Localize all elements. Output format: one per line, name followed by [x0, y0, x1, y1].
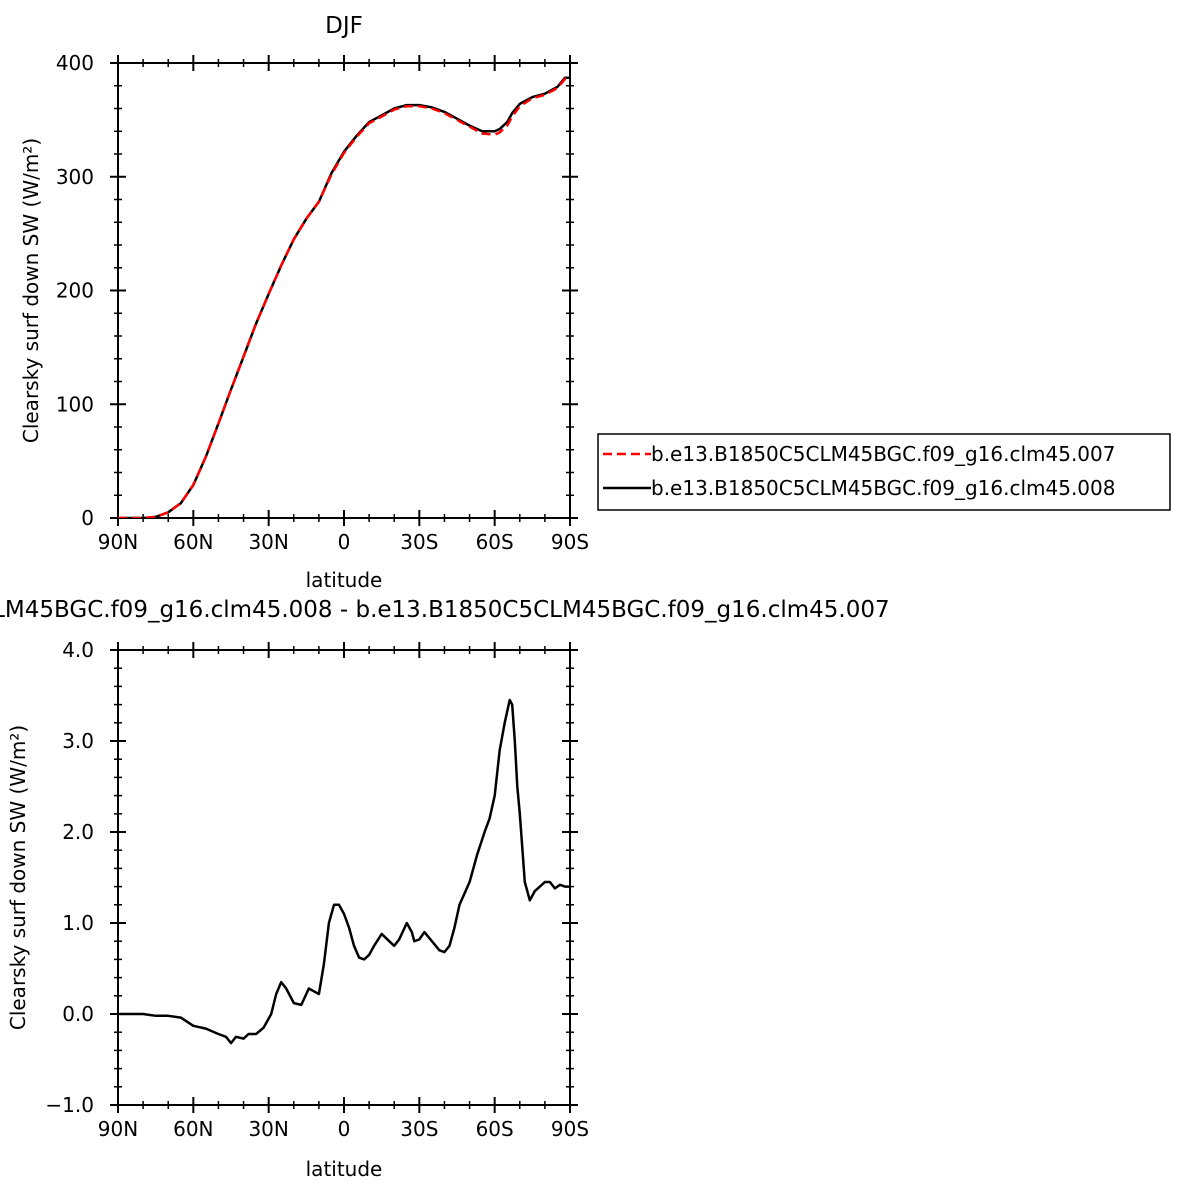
legend-label-1: b.e13.B1850C5CLM45BGC.f09_g16.clm45.008 [651, 476, 1115, 500]
x-tick-label: 30N [248, 1117, 288, 1141]
y-tick-label: 4.0 [62, 638, 94, 662]
x-tick-label: 60N [173, 530, 213, 554]
x-tick-label: 60S [476, 1117, 514, 1141]
y-tick-label: 3.0 [62, 729, 94, 753]
plot-frame [117, 649, 571, 1106]
y-tick-label: 2.0 [62, 820, 94, 844]
y-tick-label: 100 [56, 392, 94, 416]
x-tick-label: 30S [400, 1117, 438, 1141]
x-axis-title: latitude [306, 568, 383, 592]
y-tick-label: −1.0 [45, 1093, 94, 1117]
legend-label-0: b.e13.B1850C5CLM45BGC.f09_g16.clm45.007 [651, 442, 1115, 466]
x-axis-title: latitude [306, 1157, 383, 1181]
x-tick-label: 30S [400, 530, 438, 554]
y-axis-title: Clearsky surf down SW (W/m²) [19, 138, 43, 443]
y-tick-label: 300 [56, 165, 94, 189]
y-tick-label: 0 [81, 506, 94, 530]
x-tick-label: 60S [476, 530, 514, 554]
x-tick-label: 90N [98, 530, 138, 554]
y-tick-label: 0.0 [62, 1002, 94, 1026]
series-line-1 [118, 76, 570, 518]
y-tick-label: 200 [56, 279, 94, 303]
x-tick-label: 0 [338, 1117, 351, 1141]
plot-title: b.e13.B1850C5CLM45BGC.f09_g16.clm45.008 … [0, 597, 890, 623]
x-tick-label: 90S [551, 530, 589, 554]
legend-box [597, 433, 1171, 511]
series-line-0 [118, 77, 570, 518]
plot-title: DJF [325, 13, 363, 39]
series-line-0 [118, 698, 570, 1045]
y-tick-label: 400 [56, 51, 94, 75]
x-tick-label: 60N [173, 1117, 213, 1141]
x-tick-label: 30N [248, 530, 288, 554]
x-tick-label: 90S [551, 1117, 589, 1141]
y-tick-label: 1.0 [62, 911, 94, 935]
y-axis-title: Clearsky surf down SW (W/m²) [6, 725, 30, 1030]
x-tick-label: 90N [98, 1117, 138, 1141]
x-tick-label: 0 [338, 530, 351, 554]
bottom-panel: b.e13.B1850C5CLM45BGC.f09_g16.clm45.008 … [0, 597, 890, 1181]
top-panel: DJF 90N 60N 30N 0 30S 60S 90S 0 100 200 300 400 latit… [19, 13, 1171, 592]
